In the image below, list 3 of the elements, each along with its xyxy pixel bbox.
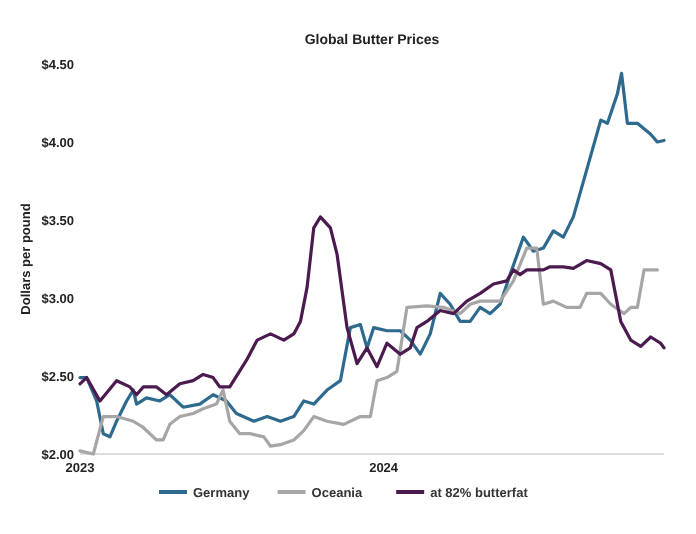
line-series bbox=[78, 71, 666, 439]
line-series bbox=[78, 215, 666, 403]
line-series bbox=[78, 246, 659, 456]
